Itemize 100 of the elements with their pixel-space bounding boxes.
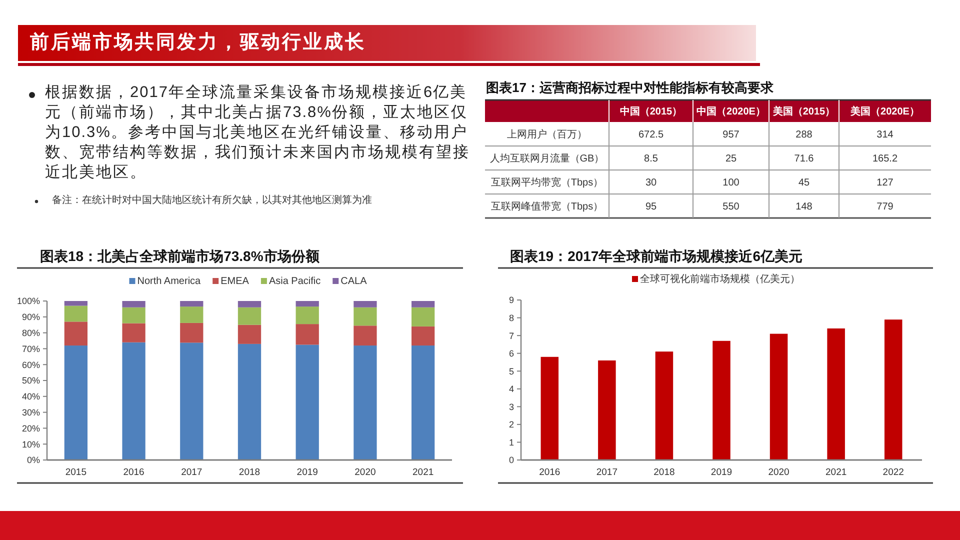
y-tick-label: 40% — [22, 392, 40, 402]
bar — [296, 344, 319, 460]
legend-label: EMEA — [220, 276, 250, 287]
y-tick-label: 7 — [508, 330, 514, 341]
y-tick-label: 1 — [508, 437, 514, 448]
x-tick-label: 2017 — [596, 467, 618, 478]
legend-label: Asia Pacific — [268, 276, 321, 287]
x-tick-label: 2021 — [826, 467, 847, 478]
bar — [712, 340, 730, 460]
y-tick-label: 9 — [508, 295, 514, 306]
data-label: 779 — [876, 202, 894, 212]
bar — [122, 342, 146, 460]
bar — [540, 356, 559, 460]
data-label: 127 — [876, 178, 894, 188]
x-tick-label: 2019 — [710, 467, 732, 478]
bar — [412, 346, 435, 460]
y-tick-label: 6 — [508, 348, 514, 359]
y-tick-label: 70% — [22, 344, 40, 354]
data-label: 148 — [796, 202, 813, 212]
bar — [64, 346, 88, 460]
bar — [412, 301, 435, 308]
y-tick-label: 20% — [22, 423, 40, 434]
bar — [64, 301, 88, 306]
bar — [412, 326, 435, 346]
bar — [238, 307, 262, 325]
text: 前后端市场共同发力，驱动行业成长 — [30, 30, 366, 55]
bar — [180, 306, 204, 323]
y-tick-label: 互联网平均带宽（Tbps） — [490, 176, 604, 188]
bar — [884, 320, 902, 460]
data-label: 8.5 — [644, 154, 658, 164]
data-label: 100 — [722, 178, 740, 188]
legend-label: CALA — [340, 276, 368, 287]
text: 根据数据，2017年全球流量采集设备市场规模接近6亿美元（前端市场），其中北美占据73.8%份额，亚太地区仅为10.3%。参考中国与北美地区在光纤铺设量、移动用户数、宽带结构等数据，我们预计未来国内市场规模有望接近北美地区。 — [45, 83, 470, 183]
y-tick-label: 100% — [16, 296, 40, 306]
bar — [354, 326, 377, 346]
y-tick-label: 互联网峰值带宽（Tbps） — [490, 200, 604, 212]
data-label: 550 — [722, 202, 740, 212]
data-label: 165.2 — [872, 154, 898, 164]
bar — [122, 323, 146, 342]
bar — [412, 307, 435, 326]
data-label: 957 — [722, 130, 740, 140]
x-tick-label: 2015 — [65, 467, 86, 478]
bar — [296, 324, 319, 345]
x-tick-label: 2017 — [181, 467, 202, 478]
y-tick-label: 90% — [22, 312, 40, 322]
y-tick-label: 0 — [508, 455, 514, 466]
data-label: 95 — [645, 202, 657, 212]
chart-title: 图表17：运营商招标过程中对性能指标有较高要求 — [486, 80, 774, 95]
bar — [770, 334, 788, 460]
bar — [180, 301, 204, 307]
bar — [296, 301, 319, 307]
legend: 全球可视化前端市场规模（亿美元） — [632, 274, 800, 285]
bar — [122, 301, 146, 308]
data-label: 288 — [796, 130, 813, 140]
y-tick-label: 60% — [22, 360, 40, 370]
bar — [354, 346, 377, 460]
x-tick-label: 2018 — [238, 467, 260, 478]
y-tick-label: 10% — [22, 439, 40, 450]
y-tick-label: 2 — [508, 420, 514, 430]
x-tick-label: 2021 — [412, 467, 434, 478]
bar — [180, 342, 204, 460]
y-tick-label: 3 — [508, 402, 514, 412]
x-tick-label: 中国（2015） — [620, 106, 682, 118]
x-tick-label: 2020 — [768, 467, 790, 478]
bar — [122, 307, 146, 324]
y-tick-label: 8 — [508, 312, 514, 323]
bar — [296, 306, 319, 324]
x-tick-label: 2016 — [123, 467, 144, 478]
y-tick-label: 5 — [508, 366, 514, 376]
data-label: 30 — [645, 178, 657, 188]
data-label: 672.5 — [638, 130, 664, 140]
bar — [655, 352, 674, 460]
data-label: 45 — [798, 178, 810, 188]
data-label: 314 — [876, 130, 894, 140]
bar — [827, 328, 845, 460]
x-tick-label: 2016 — [539, 467, 560, 478]
bar — [238, 344, 262, 460]
y-tick-label: 50% — [22, 376, 40, 386]
chart-title: 图表19：2017年全球前端市场规模接近6亿美元 — [510, 248, 803, 264]
bar — [354, 301, 377, 308]
bar — [598, 360, 616, 460]
y-tick-label: 80% — [22, 328, 40, 338]
data-label: 25 — [725, 154, 737, 164]
bar — [64, 306, 88, 322]
bar — [354, 307, 377, 326]
data-label: 71.6 — [794, 154, 814, 164]
bar — [238, 301, 262, 308]
y-tick-label: 上网用户（百万） — [507, 128, 587, 140]
y-tick-label: 4 — [508, 384, 514, 394]
x-tick-label: 2020 — [354, 467, 376, 478]
x-tick-label: 2019 — [296, 467, 318, 478]
y-tick-label: 人均互联网月流量（GB） — [490, 152, 604, 164]
x-tick-label: 2018 — [654, 467, 675, 478]
bar — [238, 324, 262, 344]
x-tick-label: 中国（2020E） — [696, 106, 766, 118]
y-tick-label: 30% — [22, 408, 40, 418]
x-tick-label: 2022 — [882, 467, 904, 478]
y-tick-label: 0% — [26, 455, 40, 466]
text: 备注：在统计时对中国大陆地区统计有所欠缺，以其对其他地区测算为准 — [52, 195, 372, 207]
x-tick-label: 美国（2020E） — [850, 106, 920, 118]
